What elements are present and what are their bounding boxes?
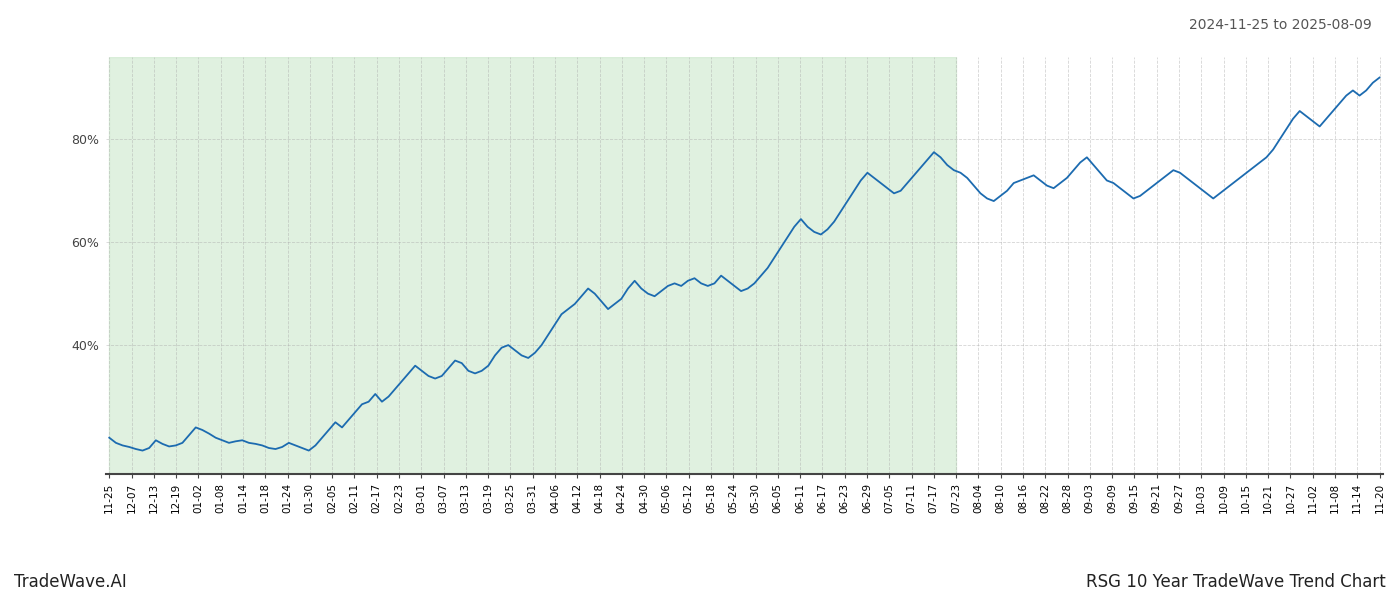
Text: TradeWave.AI: TradeWave.AI — [14, 573, 127, 591]
Text: 2024-11-25 to 2025-08-09: 2024-11-25 to 2025-08-09 — [1189, 18, 1372, 32]
Bar — [109, 57, 956, 474]
Text: RSG 10 Year TradeWave Trend Chart: RSG 10 Year TradeWave Trend Chart — [1086, 573, 1386, 591]
